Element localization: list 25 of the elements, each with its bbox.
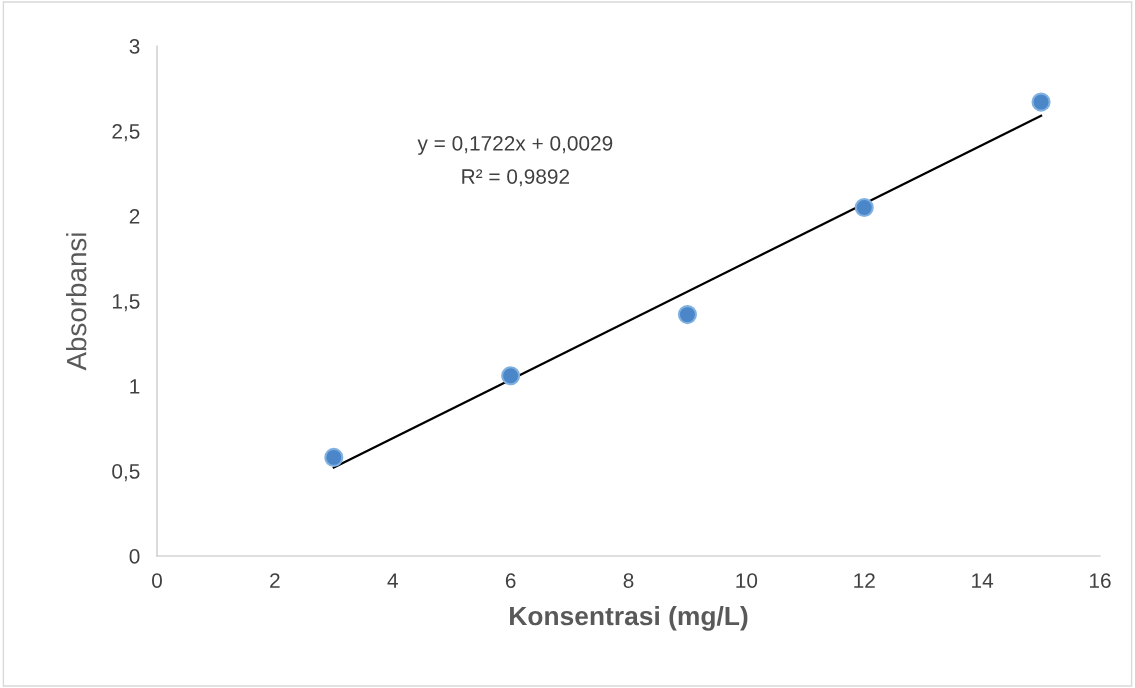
- y-tick-label: 1,5: [112, 294, 140, 312]
- x-tick-label: 6: [505, 573, 516, 588]
- y-tick-label: 2,5: [112, 124, 140, 142]
- y-tick-label: 0: [129, 549, 140, 564]
- x-tick-label: 8: [623, 573, 634, 588]
- annotation: R² = 0,9892: [462, 169, 570, 187]
- x-axis-title: Konsentrasi (mg/L): [510, 605, 748, 631]
- x-tick-label: 16: [1090, 573, 1111, 588]
- y-tick-label: 2: [129, 209, 140, 224]
- y-axis-title: Absorbansi: [66, 233, 87, 371]
- point: [677, 305, 697, 325]
- point: [854, 197, 874, 218]
- annotation: y = 0,1722x + 0,0029: [417, 136, 613, 155]
- y-tick-label: 0,5: [112, 464, 140, 482]
- x-tick-label: 10: [736, 573, 758, 588]
- point: [1031, 92, 1051, 112]
- x-tick-label: 4: [387, 573, 398, 588]
- point: [501, 366, 521, 386]
- point: [324, 447, 344, 467]
- x-tick-label: 0: [152, 573, 162, 588]
- x-tick-label: 12: [854, 573, 875, 588]
- x-tick-label: 14: [972, 573, 994, 588]
- y-tick-label: 1: [130, 379, 140, 394]
- y-tick-label: 3: [129, 39, 140, 54]
- x-tick-label: 2: [270, 573, 280, 588]
